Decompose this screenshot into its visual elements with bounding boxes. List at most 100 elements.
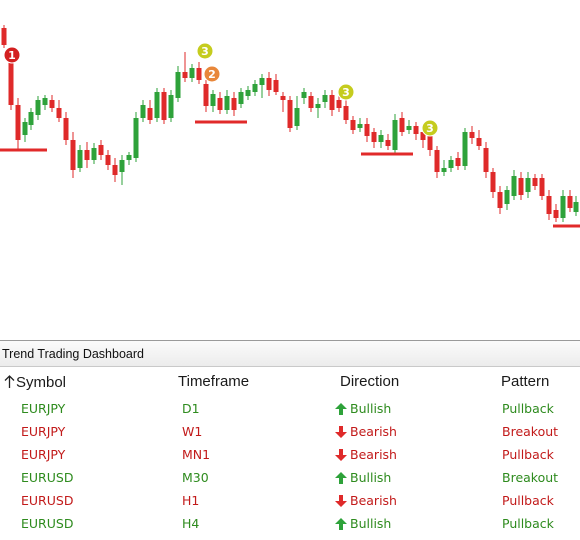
bullish-candle bbox=[315, 104, 321, 108]
support-levels bbox=[0, 120, 580, 228]
bullish-candle bbox=[42, 98, 48, 105]
dashboard-title: Trend Trading Dashboard bbox=[2, 347, 144, 361]
bearish-candle bbox=[532, 178, 538, 186]
marker-3b-label: 3 bbox=[342, 86, 350, 99]
bearish-candle bbox=[8, 60, 14, 105]
table-row[interactable]: EURJPY MN1 Bearish Pullback bbox=[0, 447, 580, 469]
candles-group bbox=[1, 25, 579, 222]
bearish-candle bbox=[98, 145, 104, 155]
bearish-candle bbox=[469, 132, 475, 138]
bullish-candle bbox=[406, 126, 412, 130]
cell-direction: Bearish bbox=[335, 424, 397, 439]
bullish-candle bbox=[525, 178, 531, 192]
bearish-candle bbox=[63, 118, 69, 140]
cell-pattern: Pullback bbox=[502, 401, 554, 416]
bullish-candle bbox=[28, 112, 34, 125]
bearish-candle bbox=[343, 106, 349, 120]
marker-1-label: 1 bbox=[8, 49, 16, 62]
bullish-candle bbox=[462, 132, 468, 166]
bearish-candle bbox=[182, 72, 188, 78]
column-header-direction[interactable]: Direction bbox=[340, 373, 399, 390]
bullish-candle bbox=[154, 92, 160, 118]
bearish-candle bbox=[15, 105, 21, 140]
bearish-candle bbox=[266, 78, 272, 90]
bullish-candle bbox=[392, 120, 398, 150]
bearish-candle bbox=[105, 155, 111, 165]
arrow-down-icon bbox=[335, 495, 347, 507]
arrow-up-icon bbox=[335, 518, 347, 530]
marker-3c-badge bbox=[421, 119, 439, 137]
cell-direction-label: Bearish bbox=[350, 493, 397, 508]
bearish-candle bbox=[329, 95, 335, 110]
cell-timeframe: MN1 bbox=[182, 447, 211, 462]
cell-timeframe: M30 bbox=[182, 470, 209, 485]
marker-2-badge bbox=[203, 65, 221, 83]
bearish-candle bbox=[364, 124, 370, 136]
bearish-candle bbox=[483, 148, 489, 172]
cell-pattern: Breakout bbox=[502, 424, 559, 439]
bearish-candle bbox=[147, 108, 153, 120]
cell-symbol: EURUSD bbox=[21, 493, 74, 508]
cell-direction: Bullish bbox=[335, 470, 391, 485]
table-row[interactable]: EURUSD M30 Bullish Breakout bbox=[0, 470, 580, 492]
cell-timeframe: H1 bbox=[182, 493, 200, 508]
cell-symbol: EURJPY bbox=[21, 447, 66, 462]
price-chart[interactable]: 1 3 2 3 3 bbox=[0, 0, 580, 340]
bearish-candle bbox=[70, 140, 76, 170]
bullish-candle bbox=[22, 122, 28, 135]
cell-symbol: EURJPY bbox=[21, 401, 66, 416]
cell-timeframe: D1 bbox=[182, 401, 200, 416]
bearish-candle bbox=[161, 92, 167, 120]
bearish-candle bbox=[490, 172, 496, 192]
cell-symbol: EURUSD bbox=[21, 516, 74, 531]
arrow-up-icon bbox=[4, 375, 15, 388]
bearish-candle bbox=[455, 158, 461, 166]
bearish-candle bbox=[420, 132, 426, 140]
cell-direction-label: Bullish bbox=[350, 401, 392, 416]
bearish-candle bbox=[336, 100, 342, 108]
trend-dashboard-panel: Trend Trading Dashboard Symbol Timeframe… bbox=[0, 340, 580, 540]
marker-3a-badge bbox=[196, 42, 214, 60]
marker-3c-label: 3 bbox=[426, 122, 434, 135]
cell-pattern: Breakout bbox=[502, 470, 559, 485]
cell-timeframe: W1 bbox=[182, 424, 203, 439]
bullish-candle bbox=[140, 105, 146, 118]
bullish-candle bbox=[168, 95, 174, 118]
table-row[interactable]: EURJPY W1 Bearish Breakout bbox=[0, 424, 580, 446]
column-header-pattern[interactable]: Pattern bbox=[501, 373, 549, 390]
column-header-timeframe[interactable]: Timeframe bbox=[178, 373, 249, 390]
bullish-candle bbox=[238, 92, 244, 104]
bearish-candle bbox=[497, 192, 503, 208]
bullish-candle bbox=[224, 96, 230, 110]
column-header-symbol[interactable]: Symbol bbox=[4, 373, 66, 391]
table-row[interactable]: EURJPY D1 Bullish Pullback bbox=[0, 401, 580, 423]
arrow-up-icon bbox=[335, 403, 347, 415]
cell-direction-label: Bullish bbox=[350, 516, 392, 531]
bullish-candle bbox=[91, 148, 97, 160]
bullish-candle bbox=[448, 160, 454, 168]
bearish-candle bbox=[84, 150, 90, 160]
bullish-candle bbox=[189, 68, 195, 78]
candlestick-chart[interactable]: 1 3 2 3 3 bbox=[0, 0, 580, 340]
bearish-candle bbox=[371, 132, 377, 142]
bearish-candle bbox=[196, 68, 202, 80]
bearish-candle bbox=[49, 100, 55, 108]
bullish-candle bbox=[175, 72, 181, 98]
table-row[interactable]: EURUSD H1 Bearish Pullback bbox=[0, 493, 580, 515]
cell-timeframe: H4 bbox=[182, 516, 200, 531]
bullish-candle bbox=[378, 135, 384, 142]
table-row[interactable]: EURUSD H4 Bullish Pullback bbox=[0, 516, 580, 538]
column-header-symbol-label: Symbol bbox=[16, 374, 67, 391]
bearish-candle bbox=[56, 108, 62, 118]
cell-direction: Bullish bbox=[335, 401, 391, 416]
bullish-candle bbox=[322, 95, 328, 102]
bearish-candle bbox=[567, 196, 573, 208]
bullish-candle bbox=[511, 176, 517, 196]
bearish-candle bbox=[217, 98, 223, 110]
bearish-candle bbox=[1, 28, 7, 45]
bearish-candle bbox=[280, 96, 286, 100]
cell-direction-label: Bullish bbox=[350, 470, 392, 485]
bullish-candle bbox=[252, 84, 258, 92]
arrow-down-icon bbox=[335, 426, 347, 438]
bearish-candle bbox=[399, 118, 405, 132]
